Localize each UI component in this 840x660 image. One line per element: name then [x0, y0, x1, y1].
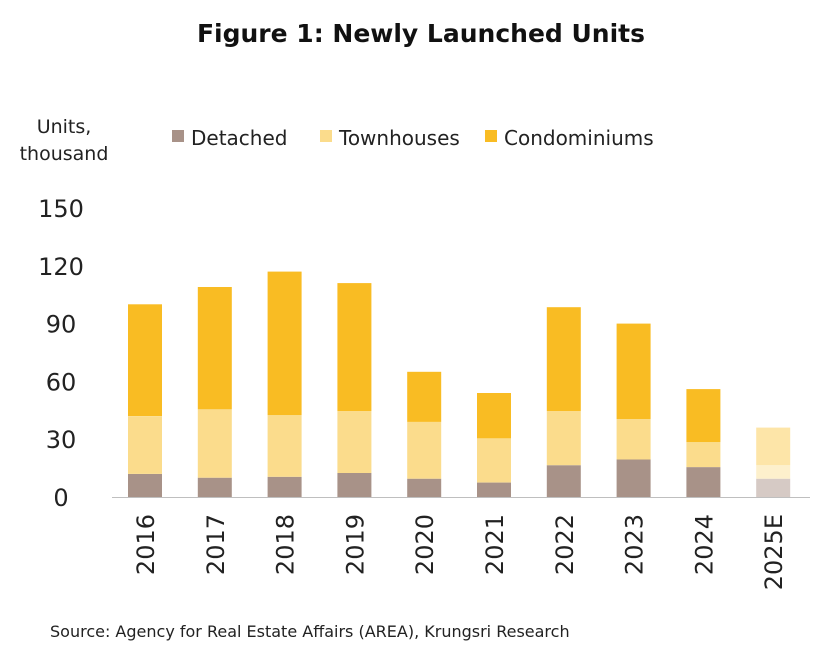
bar-detached-2025e — [756, 478, 791, 497]
x-tick-label: 2019 — [341, 514, 369, 575]
bar-condominiums-2016 — [128, 304, 162, 416]
bar-townhouses-2020 — [407, 421, 442, 479]
source-note: Source: Agency for Real Estate Affairs (… — [50, 622, 570, 641]
bar-detached-2017 — [197, 477, 232, 497]
y-tick-label: 150 — [38, 195, 84, 223]
legend-swatch-detached — [172, 130, 184, 142]
bar-condominiums-2017 — [197, 287, 232, 410]
x-tick-label: 2016 — [132, 514, 160, 575]
legend-swatch-condominiums — [485, 130, 497, 142]
bar-condominiums-2025e — [756, 427, 791, 466]
bar-townhouses-2024 — [686, 442, 721, 468]
bar-townhouses-2021 — [477, 438, 511, 483]
x-tick-label: 2017 — [202, 514, 230, 575]
y-axis-unit-line-2: thousand — [20, 143, 109, 165]
bar-detached-2022 — [546, 465, 581, 497]
legend: Detached Townhouses Condominiums — [172, 126, 654, 150]
y-tick-label: 0 — [53, 484, 68, 512]
x-axis-ticks: 2016 2017 2018 2019 2020 2021 2022 2023 2024 2025… — [132, 514, 788, 590]
bar-condominiums-2020 — [407, 371, 442, 422]
bar-townhouses-2025e — [756, 465, 791, 479]
y-tick-label: 30 — [46, 426, 77, 454]
x-tick-label: 2024 — [690, 514, 718, 575]
x-tick-label: 2023 — [621, 514, 649, 575]
bar-detached-2018 — [267, 476, 302, 497]
bar-townhouses-2016 — [128, 416, 162, 474]
legend-swatch-townhouses — [320, 130, 332, 142]
legend-label-detached: Detached — [191, 126, 287, 150]
legend-label-townhouses: Townhouses — [338, 126, 460, 150]
y-tick-label: 120 — [38, 253, 84, 281]
bar-townhouses-2018 — [267, 415, 302, 477]
bar-condominiums-2022 — [546, 307, 581, 412]
x-tick-label: 2018 — [272, 514, 300, 575]
y-tick-label: 90 — [46, 311, 77, 339]
bar-townhouses-2017 — [197, 409, 232, 478]
legend-label-condominiums: Condominiums — [504, 126, 654, 150]
bar-condominiums-2018 — [267, 271, 302, 416]
bar-detached-2021 — [477, 482, 511, 497]
bar-detached-2016 — [128, 473, 162, 497]
bar-townhouses-2019 — [337, 411, 372, 473]
y-axis-unit-line-1: Units, — [37, 116, 92, 138]
bar-condominiums-2023 — [616, 323, 651, 419]
bar-condominiums-2021 — [477, 393, 511, 439]
y-axis-ticks: 0 30 60 90 120 150 — [38, 195, 84, 512]
bar-detached-2023 — [616, 459, 651, 497]
bar-condominiums-2024 — [686, 389, 721, 443]
bar-detached-2019 — [337, 472, 372, 497]
bars — [128, 271, 791, 497]
bar-detached-2020 — [407, 478, 442, 497]
chart-title: Figure 1: Newly Launched Units — [197, 19, 645, 48]
bar-townhouses-2022 — [546, 411, 581, 466]
x-tick-label: 2022 — [551, 514, 579, 575]
bar-condominiums-2019 — [337, 283, 372, 412]
x-tick-label: 2025E — [760, 514, 788, 590]
bar-townhouses-2023 — [616, 419, 651, 460]
bar-detached-2024 — [686, 467, 721, 497]
x-tick-label: 2020 — [411, 514, 439, 575]
x-tick-label: 2021 — [481, 514, 509, 575]
y-tick-label: 60 — [46, 368, 77, 396]
